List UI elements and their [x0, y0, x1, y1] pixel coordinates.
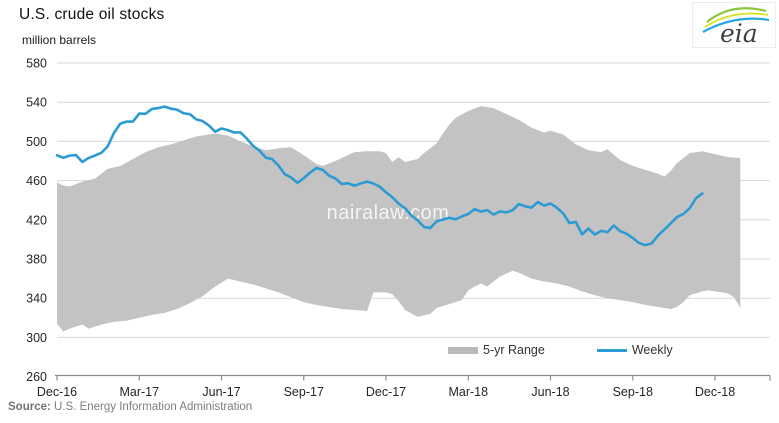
x-tick-label: Sep-18 — [613, 385, 653, 399]
source-note: Source: U.S. Energy Information Administ… — [8, 401, 252, 413]
page-title: U.S. crude oil stocks — [19, 6, 165, 23]
range-band — [57, 106, 741, 332]
y-axis-unit-label: million barrels — [22, 33, 97, 47]
logo-swoosh-yellow — [704, 12, 769, 28]
range-swatch — [448, 346, 478, 354]
y-tick-label: 380 — [26, 253, 47, 267]
source-text: U.S. Energy Information Administration — [54, 401, 253, 413]
legend: 5-yr Range Weekly — [448, 343, 673, 357]
legend-range-label: 5-yr Range — [483, 343, 545, 357]
x-tick-label: Jun-17 — [202, 385, 240, 399]
y-tick-label: 300 — [26, 331, 47, 345]
y-tick-label: 460 — [26, 174, 47, 188]
eia-logo: eia — [692, 2, 776, 48]
legend-weekly-label: Weekly — [631, 343, 673, 357]
y-tick-label: 340 — [26, 292, 47, 306]
legend-item-weekly: Weekly — [596, 343, 673, 357]
watermark: nairalaw.com — [327, 202, 450, 224]
x-tick-label: Sep-17 — [284, 385, 324, 399]
logo-swoosh-blue — [702, 17, 770, 33]
x-tick-label: Dec-17 — [366, 385, 406, 399]
y-tick-label: 580 — [26, 57, 47, 71]
weekly-line — [55, 105, 704, 247]
axes — [55, 374, 771, 381]
x-tick-label: Dec-18 — [695, 385, 735, 399]
source-prefix: Source: — [8, 401, 51, 413]
weekly-swatch — [596, 348, 627, 352]
logo-text: eia — [720, 19, 758, 45]
y-tick-label: 420 — [26, 213, 47, 227]
x-tick-label: Mar-17 — [119, 385, 159, 399]
y-tick-label: 500 — [26, 135, 47, 149]
y-tick-label: 540 — [26, 96, 47, 110]
range-band-layer — [57, 106, 741, 332]
x-tick-label: Dec-16 — [37, 385, 77, 399]
weekly-line-layer — [55, 105, 704, 247]
y-tick-label: 260 — [26, 370, 47, 384]
x-tick-label: Mar-18 — [448, 385, 488, 399]
legend-item-range: 5-yr Range — [448, 343, 545, 357]
logo-swoosh-green — [706, 7, 767, 23]
x-tick-label: Jun-18 — [531, 385, 569, 399]
eia-logo-graphic: eia — [702, 7, 770, 48]
